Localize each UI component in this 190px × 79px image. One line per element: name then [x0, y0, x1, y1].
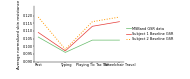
Subject 1 Baseline GSR: [118, 21, 121, 22]
Line: Subject 2 Baseline GSR: Subject 2 Baseline GSR: [38, 17, 120, 49]
Subject 2 Baseline GSR: [118, 17, 121, 18]
MSBand GSR data: [37, 37, 39, 38]
MSBand GSR data: [64, 52, 66, 53]
Subject 2 Baseline GSR: [64, 49, 66, 50]
Line: MSBand GSR data: MSBand GSR data: [38, 37, 120, 52]
MSBand GSR data: [118, 40, 121, 41]
Subject 1 Baseline GSR: [37, 32, 39, 33]
Legend: MSBand GSR data, Subject 1 Baseline GSR, Subject 2 Baseline GSR: MSBand GSR data, Subject 1 Baseline GSR,…: [126, 26, 173, 42]
Line: Subject 1 Baseline GSR: Subject 1 Baseline GSR: [38, 22, 120, 51]
MSBand GSR data: [91, 40, 93, 41]
Subject 1 Baseline GSR: [64, 50, 66, 51]
Subject 2 Baseline GSR: [91, 21, 93, 22]
Subject 2 Baseline GSR: [37, 17, 39, 18]
Subject 1 Baseline GSR: [91, 26, 93, 27]
Y-axis label: Average normalized skin resistance: Average normalized skin resistance: [17, 0, 21, 69]
